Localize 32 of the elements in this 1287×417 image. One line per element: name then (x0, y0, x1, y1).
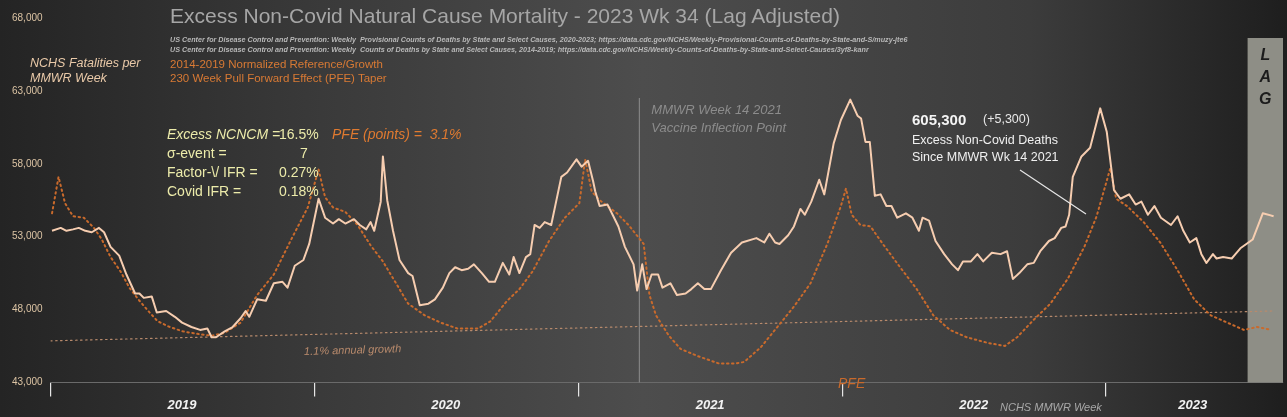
x-tick-label: 2023 (1177, 396, 1208, 412)
y-tick-label: 63,000 (11, 84, 44, 96)
x-tick-label: 2020 (430, 396, 461, 412)
chart-title: Excess Non-Covid Natural Cause Mortality - 2023 Wk 34 (Lag Adjusted) (170, 3, 840, 29)
annotation: Excess Non-Covid Deaths Since MMWR Wk 14 2021 (912, 132, 1059, 166)
y-axis-title: NCHS Fatalities per MMWR Week (30, 56, 142, 86)
annotation: Factor-\/ IFR = (167, 164, 258, 181)
annotation: Covid IFR = (167, 183, 242, 200)
annotation: 0.27% (279, 164, 319, 181)
annotation: σ-event = (167, 145, 227, 162)
text: PFE (838, 374, 866, 391)
y-tick-label: 68,000 (11, 11, 44, 23)
x-axis-title: NCHS MMWR Week (1000, 401, 1102, 415)
y-tick-label: 48,000 (11, 303, 44, 315)
annotation: 0.18% (279, 183, 319, 200)
x-tick-label: 2022 (958, 396, 990, 412)
y-tick-label: 58,000 (11, 157, 44, 169)
annotation: 2014-2019 Normalized Reference/Growth (170, 58, 383, 72)
annotation: 605,300 (912, 111, 967, 129)
series-label: 1.1% annual growth (303, 342, 402, 358)
x-tick-label: 2021 (694, 396, 725, 412)
annotation: 7 (300, 145, 308, 162)
annotation: Excess NCNCM = (167, 126, 281, 143)
annotation: 16.5% (279, 126, 319, 143)
annotation: 230 Week Pull Forward Effect (PFE) Taper (170, 72, 387, 86)
band-label: LAG (1258, 46, 1272, 108)
annotation: (+5,300) (983, 112, 1030, 127)
y-tick-label: 43,000 (11, 376, 44, 388)
ref-line-label: MMWR Week 14 2021 Vaccine Inflection Point (651, 102, 788, 136)
annotation: PFE (points) = 3.1% (332, 126, 462, 143)
x-tick-label: 2019 (166, 396, 198, 412)
y-tick-label: 53,000 (11, 230, 44, 242)
